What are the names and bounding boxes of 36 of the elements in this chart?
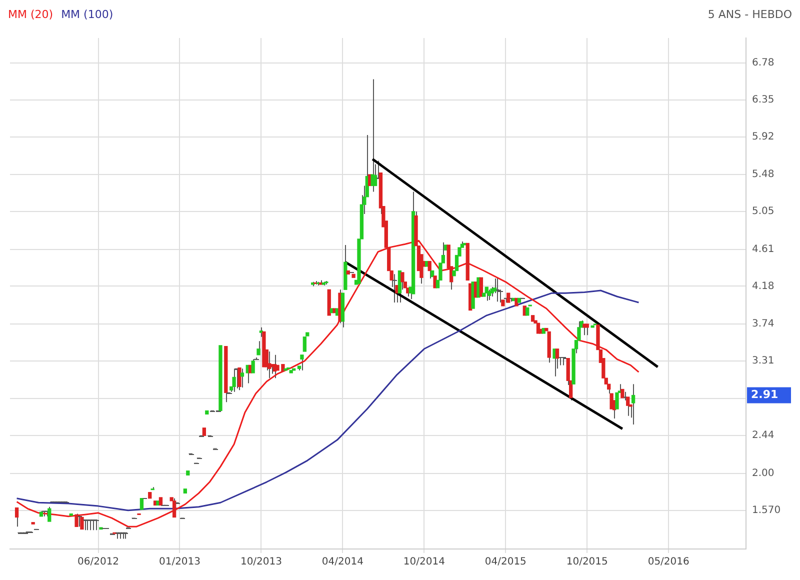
- x-tick-label: 04/2014: [322, 556, 364, 568]
- candlestick: [14, 507, 19, 528]
- chart-subtitle: 5 ANS - HEBDO: [708, 8, 792, 21]
- y-tick-label: 2.44: [752, 430, 774, 442]
- candlestick: [240, 368, 244, 388]
- candlestick: [400, 272, 404, 290]
- text: 2.91: [751, 388, 778, 402]
- candlestick: [140, 498, 144, 510]
- candlestick: [536, 322, 540, 334]
- candlestick: [631, 384, 636, 425]
- candlestick: [479, 277, 484, 297]
- y-tick-label: 6.78: [752, 58, 774, 68]
- y-tick-label: 6.35: [752, 94, 774, 106]
- y-tick-label: 4.18: [752, 280, 774, 292]
- candlestick: [268, 350, 272, 379]
- y-tick-label: 1.570: [752, 504, 781, 516]
- text: MM (100): [61, 8, 114, 23]
- text: MM (20): [8, 8, 54, 23]
- y-tick-label: 4.61: [752, 244, 774, 255]
- x-tick-label: 04/2015: [484, 556, 526, 568]
- y-tick-label: 2.00: [752, 468, 774, 480]
- y-tick-label: 5.05: [752, 206, 774, 218]
- y-tick-label: 3.74: [752, 318, 774, 330]
- x-tick-label: 05/2016: [648, 556, 690, 568]
- y-tick-label: 3.31: [752, 356, 774, 367]
- candlestick: [256, 340, 260, 356]
- candlestick: [238, 367, 242, 391]
- x-tick-label: 10/2014: [403, 556, 445, 568]
- x-tick-label: 10/2013: [240, 556, 282, 568]
- x-tick-label: 01/2013: [158, 556, 201, 568]
- x-tick-label: 10/2015: [566, 556, 608, 568]
- candlestick: [615, 392, 619, 410]
- y-tick-label: 5.48: [752, 169, 774, 180]
- x-tick-label: 06/2012: [77, 556, 120, 568]
- candlestick: [585, 323, 589, 336]
- y-tick-label: 5.92: [752, 131, 774, 142]
